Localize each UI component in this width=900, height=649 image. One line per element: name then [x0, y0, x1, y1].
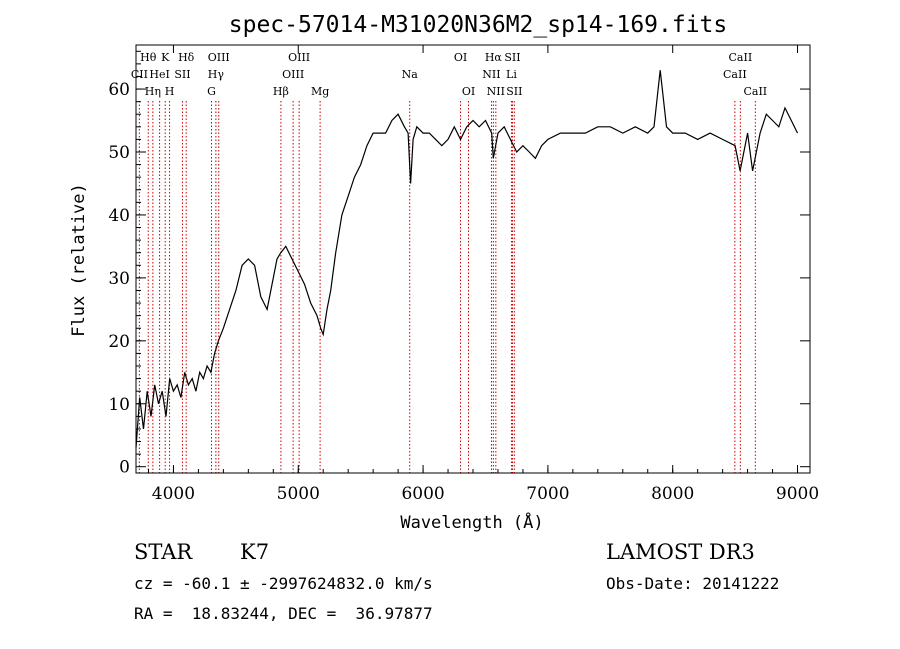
line-marker-label: NII: [482, 68, 500, 81]
line-marker-label: OI: [462, 85, 475, 98]
survey-name: LAMOST DR3: [606, 540, 755, 564]
line-marker-label: SII: [506, 85, 522, 98]
y-tick-label: 20: [108, 332, 130, 352]
x-axis: 4000 5000 6000 7000 8000 9000: [147, 45, 819, 504]
line-marker-label: Hβ: [273, 85, 289, 98]
line-marker-label: H: [165, 85, 175, 98]
obs-date: Obs-Date: 20141222: [606, 574, 780, 593]
y-tick-label: 30: [108, 269, 130, 289]
chart-title: spec-57014-M31020N36M2_sp14-169.fits: [229, 12, 728, 38]
x-tick-label: 5000: [277, 484, 320, 504]
line-markers: Hθ CII Hη K HeI H Hδ SII OIII Hγ G Hβ OIII OIII Mg Na OI…: [131, 51, 767, 473]
y-tick-label: 40: [108, 206, 130, 226]
line-marker-label: Hγ: [208, 68, 225, 81]
line-marker-label: SII: [174, 68, 190, 81]
line-marker-label: CaII: [743, 85, 767, 98]
y-tick-label: 50: [108, 143, 130, 163]
object-class: STAR: [134, 540, 193, 564]
line-marker-label: G: [207, 85, 216, 98]
line-marker-label: CII: [131, 68, 148, 81]
y-tick-label: 10: [108, 395, 130, 415]
y-axis: 0 10 20 30 40 50 60: [108, 50, 810, 478]
line-marker-label: Mg: [311, 85, 329, 98]
line-marker-label: Hα: [485, 51, 503, 64]
object-subclass: K7: [240, 540, 270, 564]
spectrum-line: [135, 70, 799, 448]
y-tick-label: 0: [119, 458, 130, 478]
line-marker-label: Hθ: [140, 51, 157, 64]
x-tick-label: 6000: [401, 484, 444, 504]
line-marker-label: OI: [454, 51, 467, 64]
line-marker-label: Hδ: [178, 51, 195, 64]
y-tick-label: 60: [108, 80, 130, 100]
line-marker-label: NII: [487, 85, 505, 98]
x-tick-label: 4000: [152, 484, 195, 504]
x-tick-label: 9000: [776, 484, 819, 504]
redshift-line: cz = -60.1 ± -2997624832.0 km/s: [134, 574, 433, 593]
coordinates: RA = 18.83244, DEC = 36.97877: [134, 604, 433, 623]
line-marker-label: OIII: [288, 51, 310, 64]
line-marker-label: Hη: [145, 85, 161, 98]
line-marker-label: HeI: [149, 68, 169, 81]
line-marker-label: K: [161, 51, 170, 64]
line-marker-label: CaII: [723, 68, 747, 81]
line-marker-label: Li: [506, 68, 517, 81]
x-tick-label: 8000: [651, 484, 694, 504]
x-axis-label: Wavelength (Å): [400, 511, 543, 533]
plot-frame: [135, 44, 811, 474]
y-axis-label: Flux (relative): [69, 183, 89, 337]
line-marker-label: Na: [402, 68, 419, 81]
line-marker-label: OIII: [208, 51, 230, 64]
x-tick-label: 7000: [526, 484, 569, 504]
line-marker-label: CaII: [729, 51, 753, 64]
line-marker-label: OIII: [282, 68, 304, 81]
line-marker-label: SII: [504, 51, 520, 64]
